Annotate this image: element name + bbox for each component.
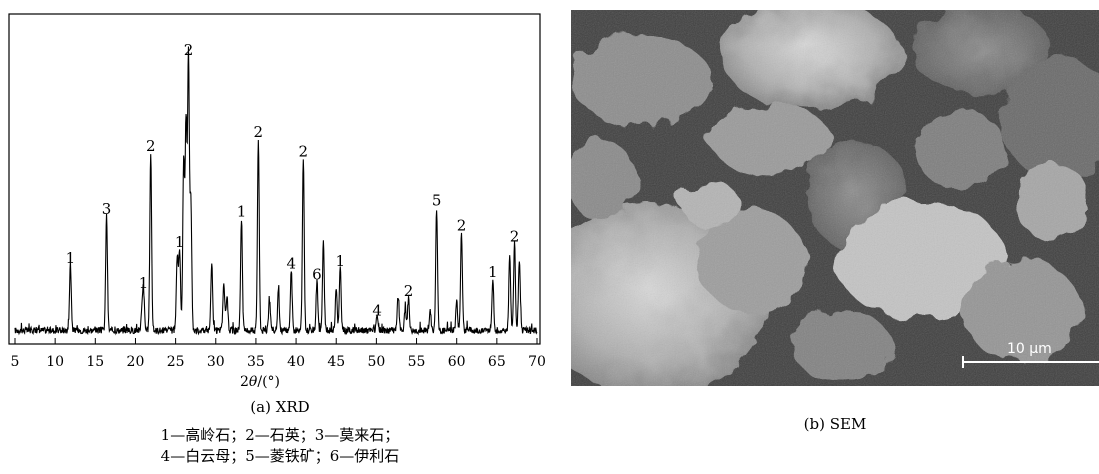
x-tick-label: 15 [86, 354, 104, 370]
x-tick-label: 35 [247, 354, 265, 370]
peak-label: 2 [457, 216, 467, 234]
x-tick-label: 45 [327, 354, 345, 370]
x-tick-label: 5 [11, 354, 20, 370]
sem-image: 10 μm [571, 10, 1099, 386]
peak-label: 2 [299, 142, 309, 160]
x-tick-label: 20 [127, 354, 145, 370]
sem-caption: (b) SEM [803, 415, 867, 433]
x-tick-label: 30 [207, 354, 225, 370]
peak-label: 2 [404, 282, 414, 300]
scale-bar-label: 10 μm [1007, 341, 1052, 357]
peak-label: 2 [184, 41, 194, 59]
peak-label: 1 [139, 274, 149, 292]
peak-label: 6 [312, 266, 322, 284]
x-tick-label: 10 [46, 354, 64, 370]
peak-label: 1 [335, 252, 345, 270]
peak-label: 2 [146, 137, 156, 155]
x-axis-ticks [14, 338, 538, 344]
x-tick-label: 25 [167, 354, 185, 370]
xrd-chart: 5 10 15 20 25 30 35 40 45 50 55 60 65 70 131212124261… [8, 13, 546, 390]
peak-label: 2 [510, 227, 520, 245]
x-axis-tick-labels: 5 10 15 20 25 30 35 40 45 50 55 60 65 70 [11, 354, 546, 370]
peak-label: 2 [254, 123, 264, 141]
x-axis-label: 2θ/(°) [240, 374, 280, 390]
peak-label: 4 [286, 255, 296, 273]
x-tick-label: 70 [528, 354, 546, 370]
x-tick-label: 65 [488, 354, 506, 370]
xrd-caption: (a) XRD [250, 398, 310, 416]
peak-label: 5 [432, 192, 442, 210]
phase-legend-line-1: 1—高岭石；2—石英；3—莫来石； [160, 426, 400, 444]
scale-bar: 10 μm [962, 341, 1099, 368]
peak-label: 1 [488, 263, 498, 281]
peak-label: 3 [102, 200, 112, 218]
peak-label: 1 [237, 203, 247, 221]
x-tick-label: 40 [287, 354, 305, 370]
peak-label: 1 [175, 233, 185, 251]
phase-legend-line-2: 4—白云母；5—菱铁矿；6—伊利石 [160, 447, 400, 465]
peak-label: 1 [66, 249, 76, 267]
x-tick-label: 50 [367, 354, 385, 370]
peak-label: 4 [372, 301, 382, 319]
sem-micrograph: 10 μm [571, 10, 1099, 386]
xrd-trace [14, 46, 538, 336]
x-tick-label: 55 [408, 354, 426, 370]
x-tick-label: 60 [448, 354, 466, 370]
plot-frame [8, 13, 541, 345]
